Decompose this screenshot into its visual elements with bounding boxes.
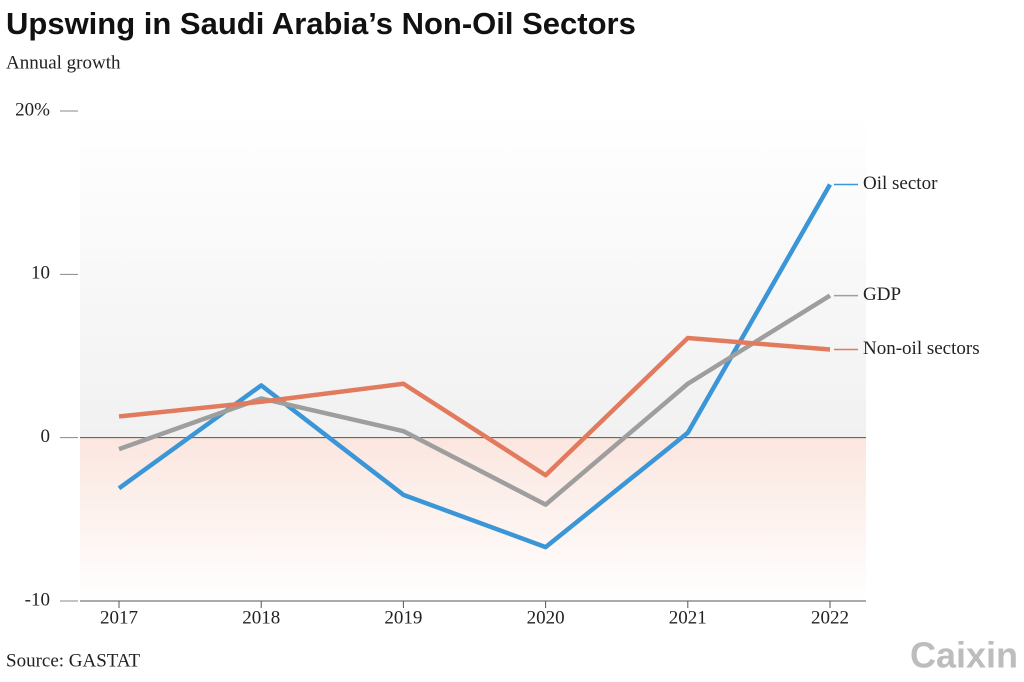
series-label: GDP [863,284,901,305]
brand-logo: Caixin [910,635,1018,676]
x-tick-label: 2021 [669,607,707,628]
source: Source: GASTAT [6,650,140,671]
x-tick-label: 2022 [811,607,849,628]
y-tick-label: -10 [25,589,50,610]
series-line [118,335,831,478]
series-label: Non-oil sectors [863,338,980,359]
chart-title: Upswing in Saudi Arabia’s Non-Oil Sector… [6,6,636,41]
y-tick-label: 10 [31,263,50,284]
x-tick-label: 2017 [100,607,138,628]
y-tick-label: 20% [15,99,50,120]
x-tick-label: 2019 [384,607,422,628]
series-line [118,293,832,507]
x-tick-label: 2018 [242,607,280,628]
x-tick-label: 2020 [527,607,565,628]
plot-background-positive [80,111,866,438]
chart-subtitle: Annual growth [6,52,121,73]
y-tick-label: 0 [41,426,51,447]
series-label: Oil sector [863,173,938,194]
